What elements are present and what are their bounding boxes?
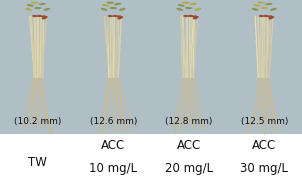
Ellipse shape [269,16,274,19]
Ellipse shape [194,8,201,11]
Text: (12.6 mm): (12.6 mm) [90,117,137,126]
Ellipse shape [252,8,259,11]
Ellipse shape [34,7,41,9]
Ellipse shape [192,15,197,18]
Bar [0,0,302,134]
Ellipse shape [188,15,193,17]
Ellipse shape [258,2,265,4]
Ellipse shape [107,2,114,4]
Ellipse shape [32,15,37,17]
Ellipse shape [119,8,126,11]
Ellipse shape [185,7,193,9]
Text: ACC: ACC [177,139,201,152]
Ellipse shape [176,8,183,11]
Text: ACC: ACC [101,139,125,152]
Ellipse shape [263,15,268,17]
Ellipse shape [102,4,109,7]
Ellipse shape [178,4,185,7]
Ellipse shape [259,15,264,17]
Ellipse shape [190,3,197,5]
Ellipse shape [253,4,260,7]
Ellipse shape [43,8,50,11]
Text: (12.8 mm): (12.8 mm) [165,117,212,126]
Ellipse shape [25,8,32,11]
Ellipse shape [193,17,198,19]
Text: (12.5 mm): (12.5 mm) [241,117,288,126]
Ellipse shape [42,17,47,19]
Text: ACC: ACC [252,139,276,152]
Ellipse shape [101,8,108,11]
Ellipse shape [112,15,117,17]
Text: 20 mg/L: 20 mg/L [165,162,213,175]
Ellipse shape [27,4,34,7]
Ellipse shape [43,16,48,19]
Ellipse shape [116,15,122,18]
Ellipse shape [37,15,42,17]
Ellipse shape [109,7,117,9]
Text: TW: TW [28,156,47,169]
Ellipse shape [108,15,113,17]
Ellipse shape [270,8,277,11]
Ellipse shape [194,16,199,19]
Text: 30 mg/L: 30 mg/L [240,162,288,175]
Ellipse shape [182,2,189,4]
Ellipse shape [114,3,121,5]
Text: (10.2 mm): (10.2 mm) [14,117,61,126]
Ellipse shape [118,16,123,19]
Ellipse shape [260,7,268,9]
Ellipse shape [183,15,188,17]
Ellipse shape [268,17,273,19]
Ellipse shape [39,3,46,5]
Ellipse shape [31,2,38,4]
Ellipse shape [267,15,273,18]
Ellipse shape [117,17,122,19]
Ellipse shape [265,3,272,5]
Text: 10 mg/L: 10 mg/L [89,162,137,175]
Ellipse shape [41,15,46,18]
